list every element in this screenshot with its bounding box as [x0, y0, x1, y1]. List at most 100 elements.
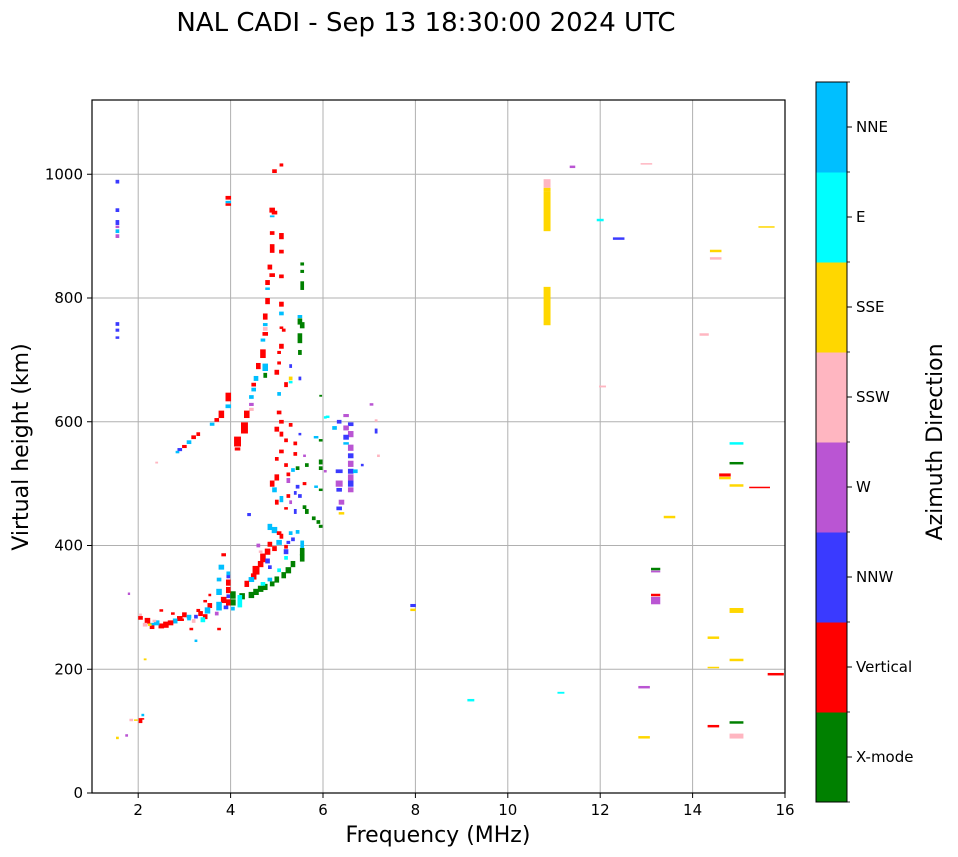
data-point-nnw	[177, 448, 183, 452]
data-point-nnw	[347, 480, 354, 487]
data-point-x-mode	[262, 583, 268, 591]
data-point-x-mode	[290, 560, 296, 568]
colorbar-segment-vertical	[816, 622, 847, 713]
data-point-nne	[343, 442, 349, 445]
data-point-nne	[262, 363, 269, 372]
data-point-sse	[638, 736, 650, 739]
y-tick-label: 1000	[45, 165, 83, 183]
data-point-x-mode	[297, 318, 303, 325]
data-point-nne	[288, 531, 293, 535]
data-point-nnw	[286, 540, 291, 544]
data-point-vertical	[260, 553, 266, 563]
data-point-vertical	[180, 618, 184, 621]
data-point-ssw	[709, 257, 722, 260]
data-point-vertical	[252, 565, 260, 575]
data-point-w	[569, 165, 576, 169]
data-point-x-mode	[263, 372, 268, 378]
data-point-e	[288, 380, 293, 384]
data-point-nnw	[360, 463, 364, 467]
data-point-ssw	[374, 419, 378, 422]
data-point-vertical	[203, 599, 208, 603]
x-tick-label: 16	[775, 801, 794, 819]
data-point-vertical	[243, 410, 250, 419]
data-point-e	[467, 698, 475, 702]
data-point-w	[347, 460, 354, 467]
data-point-vertical	[159, 609, 164, 612]
data-point-nnw	[115, 336, 120, 339]
data-point-x-mode	[318, 459, 323, 465]
y-tick-label: 400	[54, 537, 83, 555]
data-point-nne	[353, 469, 358, 474]
data-point-sse	[116, 736, 119, 740]
data-point-vertical	[225, 203, 232, 206]
data-point-vertical	[277, 361, 281, 365]
data-point-nne	[253, 375, 259, 381]
data-point-x-mode	[299, 547, 305, 556]
data-point-e	[557, 691, 565, 694]
colorbar-segment-nne	[816, 82, 847, 173]
data-point-vertical	[267, 264, 273, 270]
data-point-w	[638, 685, 650, 689]
data-point-vertical	[279, 274, 284, 279]
data-point-x-mode	[257, 585, 264, 592]
data-point-w	[347, 431, 354, 438]
data-point-w	[115, 225, 120, 229]
data-point-nne	[172, 618, 178, 624]
data-point-vertical	[651, 593, 661, 597]
data-point-x-mode	[295, 466, 300, 471]
colorbar-segment-ssw	[816, 352, 847, 443]
data-point-w	[369, 403, 374, 406]
data-point-x-mode	[300, 281, 305, 290]
data-point-vertical	[707, 724, 720, 728]
data-point-sse	[338, 512, 345, 515]
x-axis-ticks: 2 4 6 8 10 12 14 16	[133, 793, 795, 819]
x-tick-label: 10	[498, 801, 517, 819]
data-point-ssw	[139, 613, 142, 617]
data-point-vertical	[138, 718, 143, 724]
colorbar-frame	[815, 81, 848, 803]
data-point-w	[115, 234, 120, 238]
data-point-vertical	[221, 553, 226, 557]
data-point-x-mode	[304, 463, 309, 467]
data-point-vertical	[240, 422, 248, 434]
colorbar-segment-nnw	[816, 532, 847, 623]
data-point-sse	[709, 249, 722, 253]
data-point-nnw	[115, 322, 120, 326]
data-point-nnw	[226, 594, 231, 599]
data-point-vertical	[267, 541, 273, 547]
data-point-vertical	[225, 579, 231, 586]
data-point-sse	[707, 666, 720, 669]
data-point-ssw	[599, 385, 606, 388]
x-tick-label: 6	[318, 801, 328, 819]
colorbar-label: Azimuth Direction	[923, 343, 948, 540]
data-point-x-mode	[230, 591, 236, 599]
data-point-ssw	[640, 163, 653, 165]
data-point-vertical	[279, 533, 284, 539]
data-point-vertical	[284, 463, 288, 467]
data-point-x-mode	[300, 262, 305, 266]
data-point-e	[237, 595, 243, 608]
x-tick-label: 12	[591, 801, 610, 819]
data-point-x-mode	[248, 591, 255, 599]
data-point-vertical	[202, 614, 208, 620]
data-point-vertical	[207, 603, 213, 608]
data-point-x-mode	[274, 576, 280, 583]
data-point-nne	[209, 422, 215, 426]
data-point-w	[335, 480, 343, 487]
data-point-sse	[729, 658, 744, 662]
data-point-w	[347, 474, 354, 481]
data-point-e	[200, 617, 206, 623]
data-point-nne	[332, 426, 337, 430]
data-point-w	[651, 596, 661, 605]
data-point-e	[284, 556, 288, 560]
data-point-sse	[543, 187, 551, 192]
data-point-vertical	[284, 544, 288, 549]
data-point-vertical	[264, 548, 271, 555]
data-point-vertical	[141, 718, 145, 720]
data-point-e	[277, 568, 281, 573]
data-point-vertical	[163, 621, 169, 628]
data-point-vertical	[189, 627, 194, 631]
data-point-sse	[543, 286, 551, 326]
colorbar-tick-label: SSW	[856, 388, 890, 406]
data-point-x-mode	[297, 333, 303, 344]
